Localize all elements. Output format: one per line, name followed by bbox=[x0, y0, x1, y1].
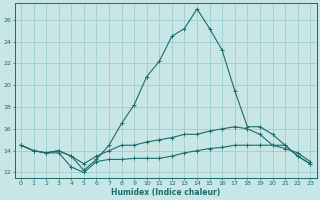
X-axis label: Humidex (Indice chaleur): Humidex (Indice chaleur) bbox=[111, 188, 220, 197]
